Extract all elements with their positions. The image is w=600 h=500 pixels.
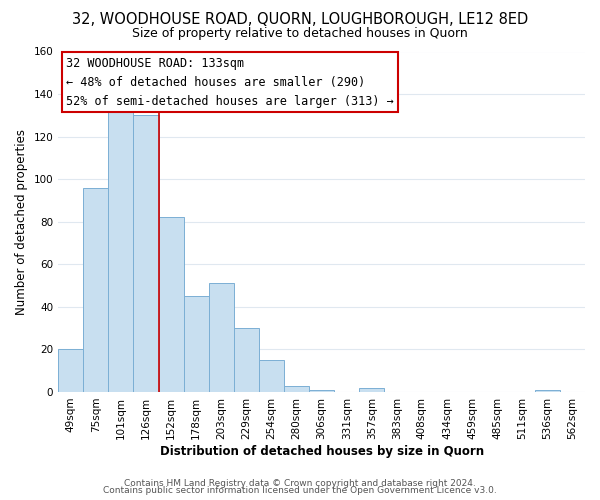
Bar — [158, 218, 184, 392]
Bar — [184, 296, 209, 392]
Text: Contains public sector information licensed under the Open Government Licence v3: Contains public sector information licen… — [103, 486, 497, 495]
Bar — [209, 284, 234, 392]
X-axis label: Distribution of detached houses by size in Quorn: Distribution of detached houses by size … — [160, 444, 484, 458]
Text: 32, WOODHOUSE ROAD, QUORN, LOUGHBOROUGH, LE12 8ED: 32, WOODHOUSE ROAD, QUORN, LOUGHBOROUGH,… — [72, 12, 528, 28]
Bar — [109, 109, 133, 392]
Bar — [234, 328, 259, 392]
Y-axis label: Number of detached properties: Number of detached properties — [15, 128, 28, 314]
Bar — [83, 188, 109, 392]
Bar — [58, 350, 83, 392]
Bar — [309, 390, 334, 392]
Bar — [359, 388, 385, 392]
Bar — [259, 360, 284, 392]
Text: Contains HM Land Registry data © Crown copyright and database right 2024.: Contains HM Land Registry data © Crown c… — [124, 478, 476, 488]
Bar — [133, 116, 158, 392]
Bar — [535, 390, 560, 392]
Text: Size of property relative to detached houses in Quorn: Size of property relative to detached ho… — [132, 28, 468, 40]
Bar — [284, 386, 309, 392]
Text: 32 WOODHOUSE ROAD: 133sqm
← 48% of detached houses are smaller (290)
52% of semi: 32 WOODHOUSE ROAD: 133sqm ← 48% of detac… — [66, 56, 394, 108]
